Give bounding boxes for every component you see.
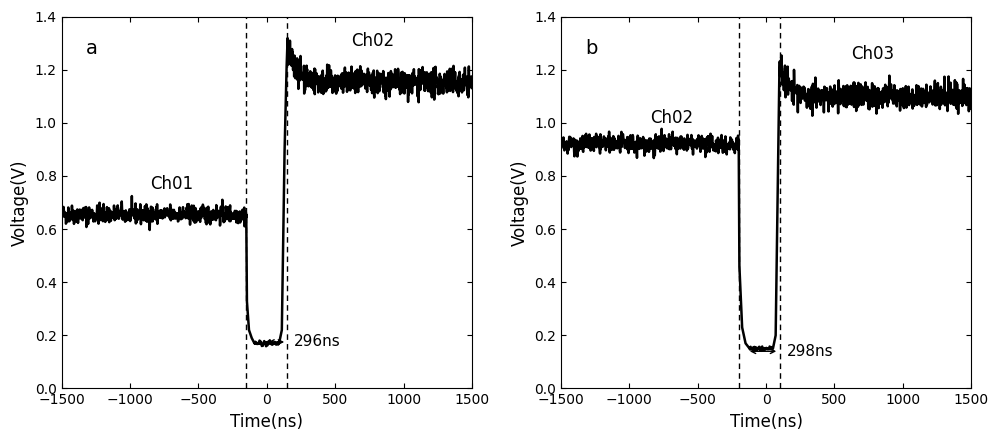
Text: Ch02: Ch02 [352,32,395,50]
Text: Ch01: Ch01 [150,175,194,193]
Text: 298ns: 298ns [787,344,834,359]
Y-axis label: Voltage(V): Voltage(V) [11,159,29,246]
X-axis label: Time(ns): Time(ns) [230,413,303,431]
Text: Ch02: Ch02 [650,109,693,127]
Text: Ch03: Ch03 [851,45,894,63]
Text: b: b [585,39,598,58]
X-axis label: Time(ns): Time(ns) [730,413,803,431]
Y-axis label: Voltage(V): Voltage(V) [510,159,528,246]
Text: a: a [86,39,98,58]
Text: 296ns: 296ns [294,335,341,350]
